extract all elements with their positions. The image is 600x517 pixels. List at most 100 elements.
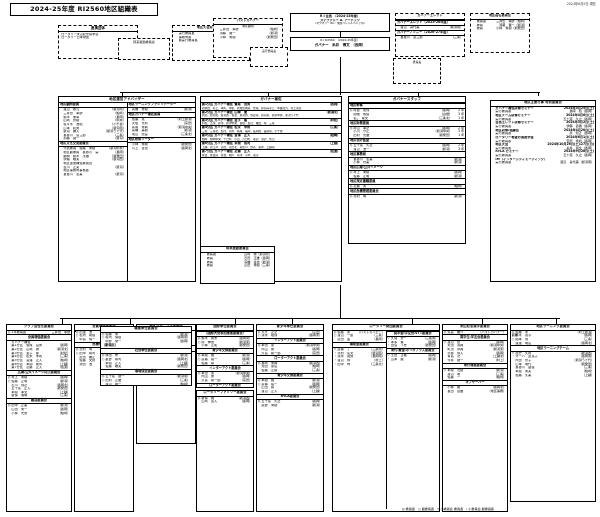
member-row: RYLA セミナー 2024年9月28日(土) (491, 150, 595, 154)
member-name: 髙橋 美樹 (131, 129, 152, 133)
bottom-panel-vocational: 職業奉仕委員会 ◎ 佐藤 秀（新潟） ○ 坂内 保徳 （長岡南） 中野 俊一 （長岡） （新潟… (100, 326, 192, 386)
member-name: 古川 正夫 (63, 165, 80, 169)
member-club: （長岡） (439, 125, 453, 130)
member-name: 南山 忠良 (131, 132, 152, 136)
member-row: ◎ 本田 康 （新潟中央） (257, 344, 323, 348)
member-club: （新潟うぐ代） (104, 129, 126, 134)
member-name: 斎藤 裕一 (261, 382, 278, 386)
member-name: 星野 隆司 (105, 358, 122, 362)
member-row: 山崎 智樹 （中央） (59, 119, 127, 123)
member-club: （新潟） (177, 353, 191, 358)
bottom-panel-club-activation: クラブ活性化委員会 ◎ 2年委員長 三井田 孝欧 会員増強委員会 ガバナー補佐 第1分区 … (6, 324, 72, 512)
member-club: （新潟） (113, 164, 126, 169)
member-row: 委員 高橋 達也 （新潟） (202, 260, 273, 265)
member-row: 第4分区 松永 学則 （三条） (7, 355, 71, 359)
member-name: 三井田 孝欧 (63, 112, 83, 115)
member-club: （新潟南） (369, 350, 385, 355)
member-club: （長岡） (439, 108, 453, 113)
member-club: （長岡） (113, 150, 126, 155)
connector-to-gov-staff (418, 92, 419, 96)
conference-sub-panel-c: 委員長 (393, 58, 441, 84)
role-marker: ○ (101, 335, 105, 340)
role-marker: ▽ (387, 353, 390, 358)
member-row: ◎ 五十嵐 久之 （長岡） (257, 399, 323, 404)
member-row: 地区事務局事務長 (59, 169, 127, 173)
member-name: 武田 勝正 (79, 355, 96, 359)
past-governors-header: パストガバナー (214, 19, 282, 25)
member-name: 清水 眞成 (337, 355, 354, 359)
division-assistant-name: 宮澤 正人 (234, 134, 251, 138)
role-marker: ▽ (333, 347, 337, 352)
member-club: （新潟南） (174, 374, 191, 379)
member-row: 実行委員長 五十嵐 久之 （長岡） (491, 153, 595, 158)
division-assistant-club: （上越） (327, 141, 341, 146)
member-name: 地区事務局事務長 (63, 169, 89, 173)
member-name: 渡辺 正人 (261, 389, 278, 393)
member-name: 山崎 智樹 (63, 119, 80, 123)
member-name: 新保 信明 (11, 394, 28, 398)
member-name: 内山 慶 (261, 348, 275, 352)
member-club: （三条） (57, 354, 71, 359)
member-club: （長岡） (239, 374, 253, 379)
member-club: （新潟） (181, 128, 195, 133)
member-row: ▽ 渡辺 哲 （長岡） (443, 340, 507, 345)
group-label: 青少年交換委員会 (257, 372, 323, 379)
member-name: 実行委員長 (495, 124, 512, 128)
member-club: （村上） (372, 357, 385, 362)
member-club: （長岡南） (578, 354, 595, 359)
member-row: 髙橋 秀樹 （新潟） (128, 108, 196, 112)
page-title: 2024-25年度 RI2560地区組織表 (10, 3, 158, 16)
member-club: （新潟） (425, 357, 439, 362)
member-club: 山田 秀樹 (244, 263, 260, 268)
member-row: 今井 健一 （村上） (443, 358, 507, 363)
member-club: （長岡北） (578, 340, 595, 345)
role-marker: ○ (101, 357, 105, 362)
group-label: 地区危機管理委員会 (349, 188, 465, 195)
governor-staff-sections: 地区幹事 ◎ 阿部 泰博 （長岡） 2 年関根 成徳 （白根） 3 年名ृ 隆文 （三条北） 1… (349, 103, 465, 198)
member-club: （新発田） (422, 343, 439, 348)
member-name: 地区チーム研修セミナー (495, 114, 531, 118)
member-extra: 2 年 (458, 125, 465, 130)
member-name: 渡辺 明 (447, 372, 461, 376)
member-row: ◎ 村上 秀樹 （長岡） (7, 376, 71, 380)
member-row: 本間 秀夫 （柏崎） (511, 369, 595, 374)
group-label: 地区広報・公共イメージ (349, 164, 465, 172)
member-row: 小林 好美 （新潟） (349, 161, 465, 165)
member-row: 地区運営補佐委員会 (59, 162, 127, 166)
member-name: 三井田 孝欧 (219, 28, 239, 32)
member-row: ▽ 斎藤 了 （三条南） (333, 347, 386, 352)
member-row: 小林 秀樹 （新発田） (128, 142, 196, 147)
member-row: 委員 小林 秀樹 （新発田） (472, 27, 528, 31)
division-label: 第1分区 ガバナー補佐 (201, 102, 233, 106)
member-row: 第5分区 宮澤 正人 （柏崎） (7, 358, 71, 363)
division-label: 第5分区 ガバナー補佐 (201, 133, 233, 138)
role-marker: ・ (333, 354, 337, 359)
member-row: 顧問 鈴木 茂雄 （新発田） (59, 154, 127, 159)
member-club: 菅原 秀和 (566, 138, 582, 143)
member-row: ・オーバ 直克子 （長岡南） (511, 355, 595, 359)
bottom-panel-2-groups: （国際大会参加推進委員会） ◎ 鈴木 隆志 （長岡南） ○ 南 伸吉 （新潟東） 小林 正和（… (197, 330, 253, 387)
member-name: 本多 賢 (390, 340, 404, 344)
member-name: 小川 守正 (353, 130, 370, 134)
member-row: 実行委員長 原 知正 （長岡） (491, 132, 595, 136)
member-club: （新発田） (436, 132, 453, 137)
member-club: （長岡南） (174, 335, 191, 340)
member-club: （新潟北） (54, 347, 71, 352)
member-club: （長岡） (113, 114, 126, 119)
member-name: 町田 恭典 (447, 348, 464, 352)
member-club: （新発田） (174, 364, 191, 369)
division-club-list: 新潟、新潟北、新潟西、佐渡、新潟西、佐渡南、新潟東、新潟中央、新潟うぐ代 (201, 114, 341, 119)
member-name: 実行委員長 (495, 132, 512, 136)
member-name: 髙尾 秀典 (131, 125, 152, 129)
member-name: 長谷川 盛徳 (515, 366, 535, 370)
member-name: 山田 隆 (261, 386, 275, 390)
member-name: 会長エレクト研修セミナー (495, 121, 534, 125)
member-row: 佐藤 嘉 （村上新潟） (128, 118, 196, 122)
member-club: （新潟中央） (433, 129, 453, 134)
division-club-list: 上越、直江津、高田、高田北、糸魚川、妙高、新井、上越南 (201, 146, 341, 150)
member-extra: 2 年 (458, 142, 465, 147)
member-club: （新潟西） (236, 395, 253, 400)
member-row: ○ 星野 隆司 （長岡北） (101, 357, 191, 362)
member-name: 第6分区 本間 成司 (11, 362, 43, 366)
member-row: 長谷川 恵美 （新潟） (59, 172, 127, 177)
